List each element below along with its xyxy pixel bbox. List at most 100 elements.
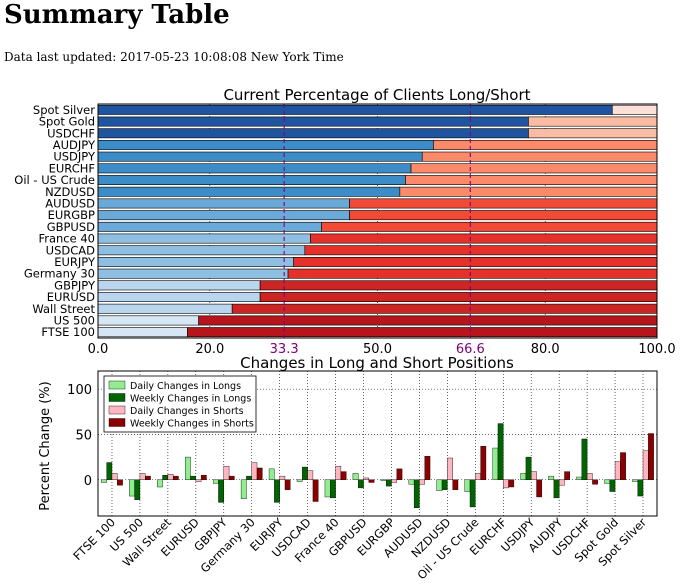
bar bbox=[452, 479, 459, 490]
bar-long bbox=[97, 245, 306, 256]
bar-short bbox=[611, 104, 658, 115]
bar bbox=[508, 479, 515, 488]
changes-chart: Changes in Long and Short Positions 0 50 1… bbox=[38, 354, 658, 583]
bar bbox=[162, 475, 169, 480]
bar bbox=[340, 471, 347, 480]
chart-title: Current Percentage of Clients Long/Short bbox=[223, 86, 530, 104]
bar-short bbox=[187, 327, 658, 338]
bar-long bbox=[97, 116, 529, 127]
bar-long bbox=[97, 268, 289, 279]
bar-short bbox=[433, 140, 658, 150]
legend-swatch bbox=[108, 405, 126, 415]
y-axis-label: Percent Change (%) bbox=[38, 381, 53, 510]
grid bbox=[97, 104, 658, 338]
bar-long bbox=[97, 175, 406, 185]
category-label: Spot Gold bbox=[39, 115, 95, 129]
bar bbox=[368, 479, 375, 483]
category-label: Germany 30 bbox=[24, 267, 95, 281]
bar bbox=[553, 479, 560, 499]
category-label: AUDJPY bbox=[53, 138, 96, 152]
bar bbox=[441, 479, 448, 490]
bar bbox=[240, 479, 247, 499]
bar-short bbox=[304, 245, 658, 256]
bar bbox=[424, 455, 431, 480]
chart-title: Changes in Long and Short Positions bbox=[240, 354, 514, 372]
bar bbox=[330, 479, 336, 499]
bar bbox=[251, 462, 258, 480]
bar-long bbox=[97, 151, 423, 162]
category-label: EURGBP bbox=[48, 208, 95, 222]
bar bbox=[609, 479, 616, 492]
bar bbox=[648, 433, 654, 480]
legend-label: Weekly Changes in Shorts bbox=[130, 419, 254, 430]
x-tick-label: 100.0 bbox=[638, 342, 675, 357]
bar bbox=[268, 468, 275, 480]
bar-long bbox=[97, 140, 434, 150]
bar-short bbox=[528, 116, 658, 127]
bar bbox=[363, 477, 370, 480]
category-label: GBPUSD bbox=[47, 220, 95, 234]
legend-label: Weekly Changes in Longs bbox=[130, 394, 251, 405]
bar bbox=[586, 473, 593, 480]
x-tick-label: 0.0 bbox=[88, 342, 109, 357]
bar bbox=[256, 467, 263, 480]
bar-short bbox=[405, 175, 658, 185]
category-label: EURCHF bbox=[49, 161, 95, 175]
bar-short bbox=[259, 280, 658, 291]
category-label: EURUSD bbox=[47, 290, 95, 304]
bar bbox=[620, 452, 626, 480]
bar-short bbox=[349, 198, 658, 209]
bar bbox=[604, 479, 610, 484]
bar-short bbox=[349, 210, 658, 221]
y-tick-label: 100 bbox=[67, 383, 92, 398]
bar-short bbox=[287, 268, 658, 279]
bar-long bbox=[97, 186, 401, 197]
last-updated-text: Data last updated: 2017-05-23 10:08:08 N… bbox=[4, 50, 344, 64]
x-tick-label: 50.0 bbox=[363, 342, 392, 357]
category-label: France 40 bbox=[38, 232, 95, 246]
x-tick-label: 80.0 bbox=[531, 342, 560, 357]
bar bbox=[531, 471, 537, 480]
x-tick-label: 66.6 bbox=[456, 342, 485, 357]
category-label: EURJPY bbox=[54, 255, 96, 269]
bar bbox=[358, 479, 364, 489]
bar bbox=[536, 479, 543, 498]
bar bbox=[581, 438, 588, 480]
bar-short bbox=[198, 315, 658, 326]
bar-long bbox=[97, 303, 233, 314]
bar bbox=[129, 479, 135, 497]
bar bbox=[106, 462, 113, 480]
bar bbox=[396, 468, 403, 480]
bar bbox=[564, 471, 570, 480]
category-label: US 500 bbox=[54, 313, 95, 327]
bar-long bbox=[97, 210, 350, 221]
bars bbox=[97, 104, 658, 338]
category-label: NZDUSD bbox=[45, 185, 95, 199]
bar bbox=[548, 475, 555, 480]
bar bbox=[558, 479, 565, 486]
bar bbox=[167, 474, 174, 480]
bar bbox=[312, 479, 319, 502]
legend-swatch bbox=[108, 418, 126, 427]
bar bbox=[642, 450, 649, 480]
bar-long bbox=[97, 198, 350, 209]
bar bbox=[436, 479, 443, 491]
bar-short bbox=[231, 303, 658, 314]
bar bbox=[497, 423, 504, 480]
bar bbox=[413, 479, 420, 509]
bar bbox=[111, 473, 118, 480]
bar-long bbox=[97, 256, 294, 267]
bar bbox=[385, 479, 392, 487]
bar bbox=[352, 473, 359, 480]
x-tick-labels: 0.0 20.0 33.3 50.0 66.6 80.0 100.0 bbox=[88, 342, 676, 357]
bar bbox=[447, 457, 453, 480]
bar bbox=[200, 475, 207, 480]
bar-long bbox=[97, 327, 188, 338]
bar bbox=[190, 475, 197, 480]
y-tick-label: 0 bbox=[84, 474, 92, 489]
category-label: Wall Street bbox=[32, 302, 95, 316]
legend-label: Daily Changes in Shorts bbox=[130, 406, 244, 417]
bar bbox=[284, 479, 291, 490]
